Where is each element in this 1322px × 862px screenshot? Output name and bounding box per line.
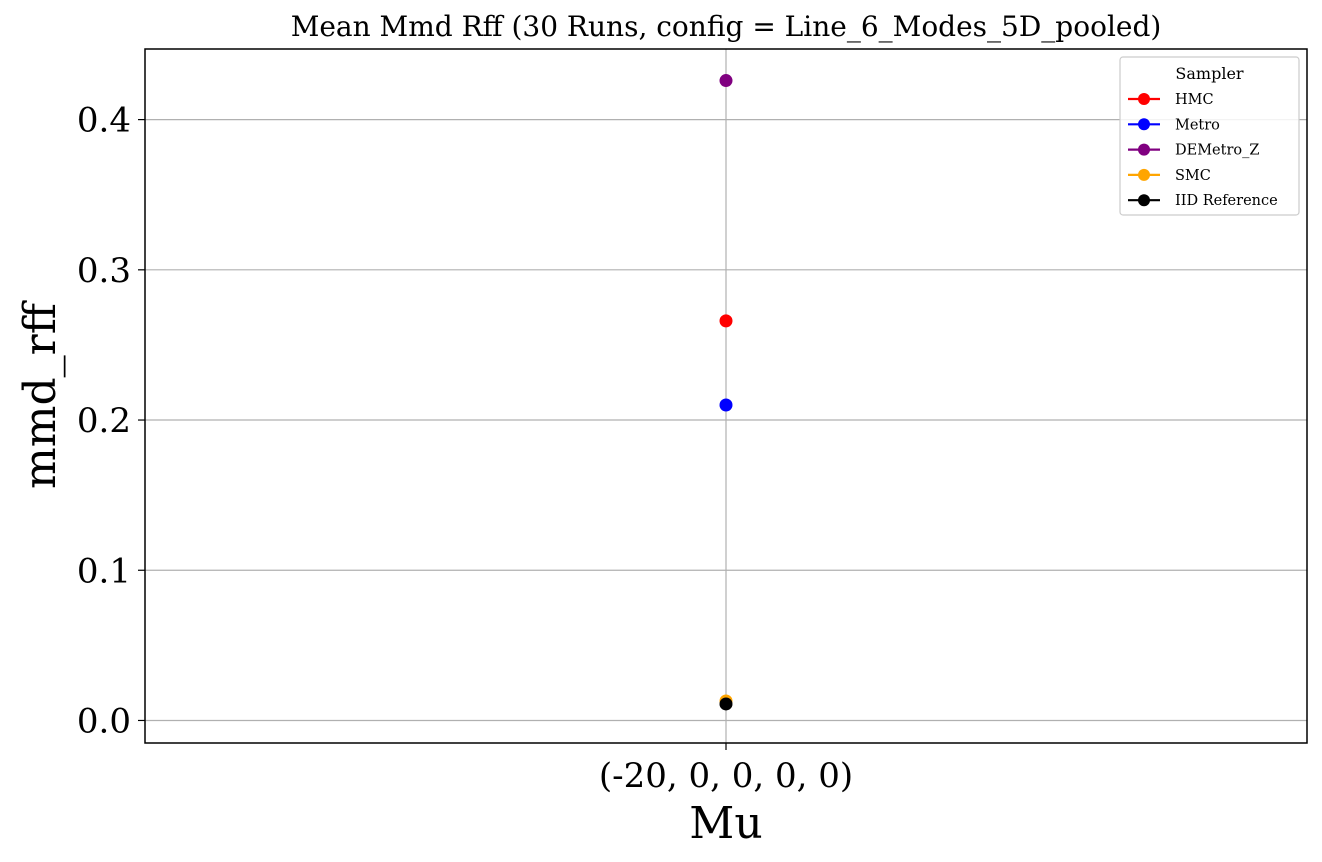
y-tick-label: 0.3	[77, 251, 131, 291]
data-points	[719, 74, 733, 711]
y-tick-label: 0.0	[77, 701, 131, 741]
axis-ticks: 0.0 0.1 0.2 0.3 0.4 (-20, 0, 0, 0, 0)	[77, 101, 853, 796]
y-tick-label: 0.1	[77, 551, 131, 591]
legend-marker-metro	[1138, 118, 1150, 131]
legend-title: Sampler	[1175, 64, 1244, 83]
legend-marker-iid-reference	[1138, 194, 1150, 207]
legend-box	[1119, 56, 1300, 216]
chart-title: Mean Mmd Rff (30 Runs, config = Line_6_M…	[291, 10, 1162, 43]
legend-label-iid-reference: IID Reference	[1175, 193, 1278, 209]
legend: Sampler HMC Metro DEMetro_Z SMC IID Reference	[1119, 56, 1300, 216]
x-axis-label: Mu	[689, 798, 762, 849]
data-point-metro	[719, 398, 733, 412]
legend-label-smc: SMC	[1175, 168, 1211, 184]
y-tick-label: 0.4	[77, 101, 131, 141]
grid	[145, 49, 1307, 743]
legend-label-demetro-z: DEMetro_Z	[1175, 143, 1259, 159]
y-axis-label: mmd_rff	[15, 300, 66, 489]
data-point-demetro-z	[719, 74, 733, 88]
legend-marker-smc	[1138, 168, 1150, 181]
legend-label-metro: Metro	[1175, 117, 1220, 133]
y-tick-label: 0.2	[77, 401, 131, 441]
data-point-iid-reference	[719, 697, 733, 711]
legend-label-hmc: HMC	[1175, 92, 1214, 108]
legend-marker-hmc	[1138, 93, 1150, 105]
legend-marker-demetro-z	[1138, 143, 1150, 156]
x-tick-label: (-20, 0, 0, 0, 0)	[599, 756, 853, 796]
data-point-hmc	[719, 314, 733, 328]
